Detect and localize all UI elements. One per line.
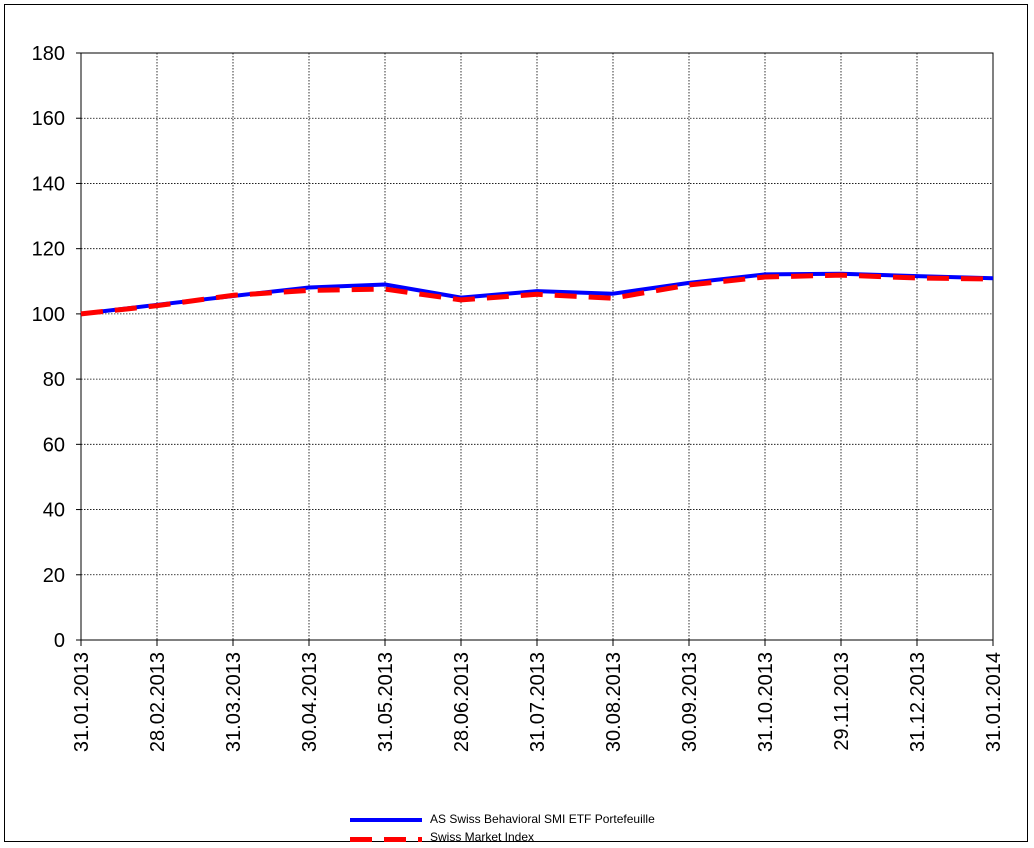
x-tick-label: 31.05.2013: [375, 652, 397, 752]
x-tick-label: 31.03.2013: [223, 652, 245, 752]
y-tick-label: 160: [32, 108, 65, 130]
x-tick-label: 31.07.2013: [527, 652, 549, 752]
y-tick-label: 60: [43, 434, 65, 456]
x-tick-label: 29.11.2013: [831, 652, 853, 751]
x-tick-label: 30.09.2013: [679, 652, 701, 752]
x-tick-label: 28.02.2013: [147, 652, 169, 752]
legend-swatch-smi: [350, 837, 422, 842]
y-tick-label: 120: [32, 239, 65, 261]
x-tick-label: 31.01.2014: [983, 652, 1005, 752]
x-tick-label: 31.10.2013: [755, 652, 777, 752]
x-tick-label: 30.08.2013: [603, 652, 625, 752]
y-tick-label: 80: [43, 369, 65, 391]
y-tick-label: 40: [43, 500, 65, 522]
y-tick-label: 140: [32, 173, 65, 195]
series-line-smi: [80, 272, 994, 317]
y-tick-label: 180: [32, 43, 65, 65]
legend-label-portfolio: AS Swiss Behavioral SMI ETF Portefeuille: [430, 812, 655, 826]
x-tick-label: 31.01.2013: [71, 652, 93, 752]
y-tick-label: 100: [32, 304, 65, 326]
x-tick-label: 31.12.2013: [907, 652, 929, 752]
y-tick-label: 0: [54, 630, 65, 652]
chart-frame: [4, 4, 1028, 842]
legend-label-smi: Swiss Market Index: [430, 830, 535, 844]
x-tick-label: 30.04.2013: [299, 652, 321, 752]
legend-swatch-portfolio: [350, 818, 422, 822]
x-tick-label: 28.06.2013: [451, 652, 473, 752]
y-tick-label: 20: [43, 565, 65, 587]
